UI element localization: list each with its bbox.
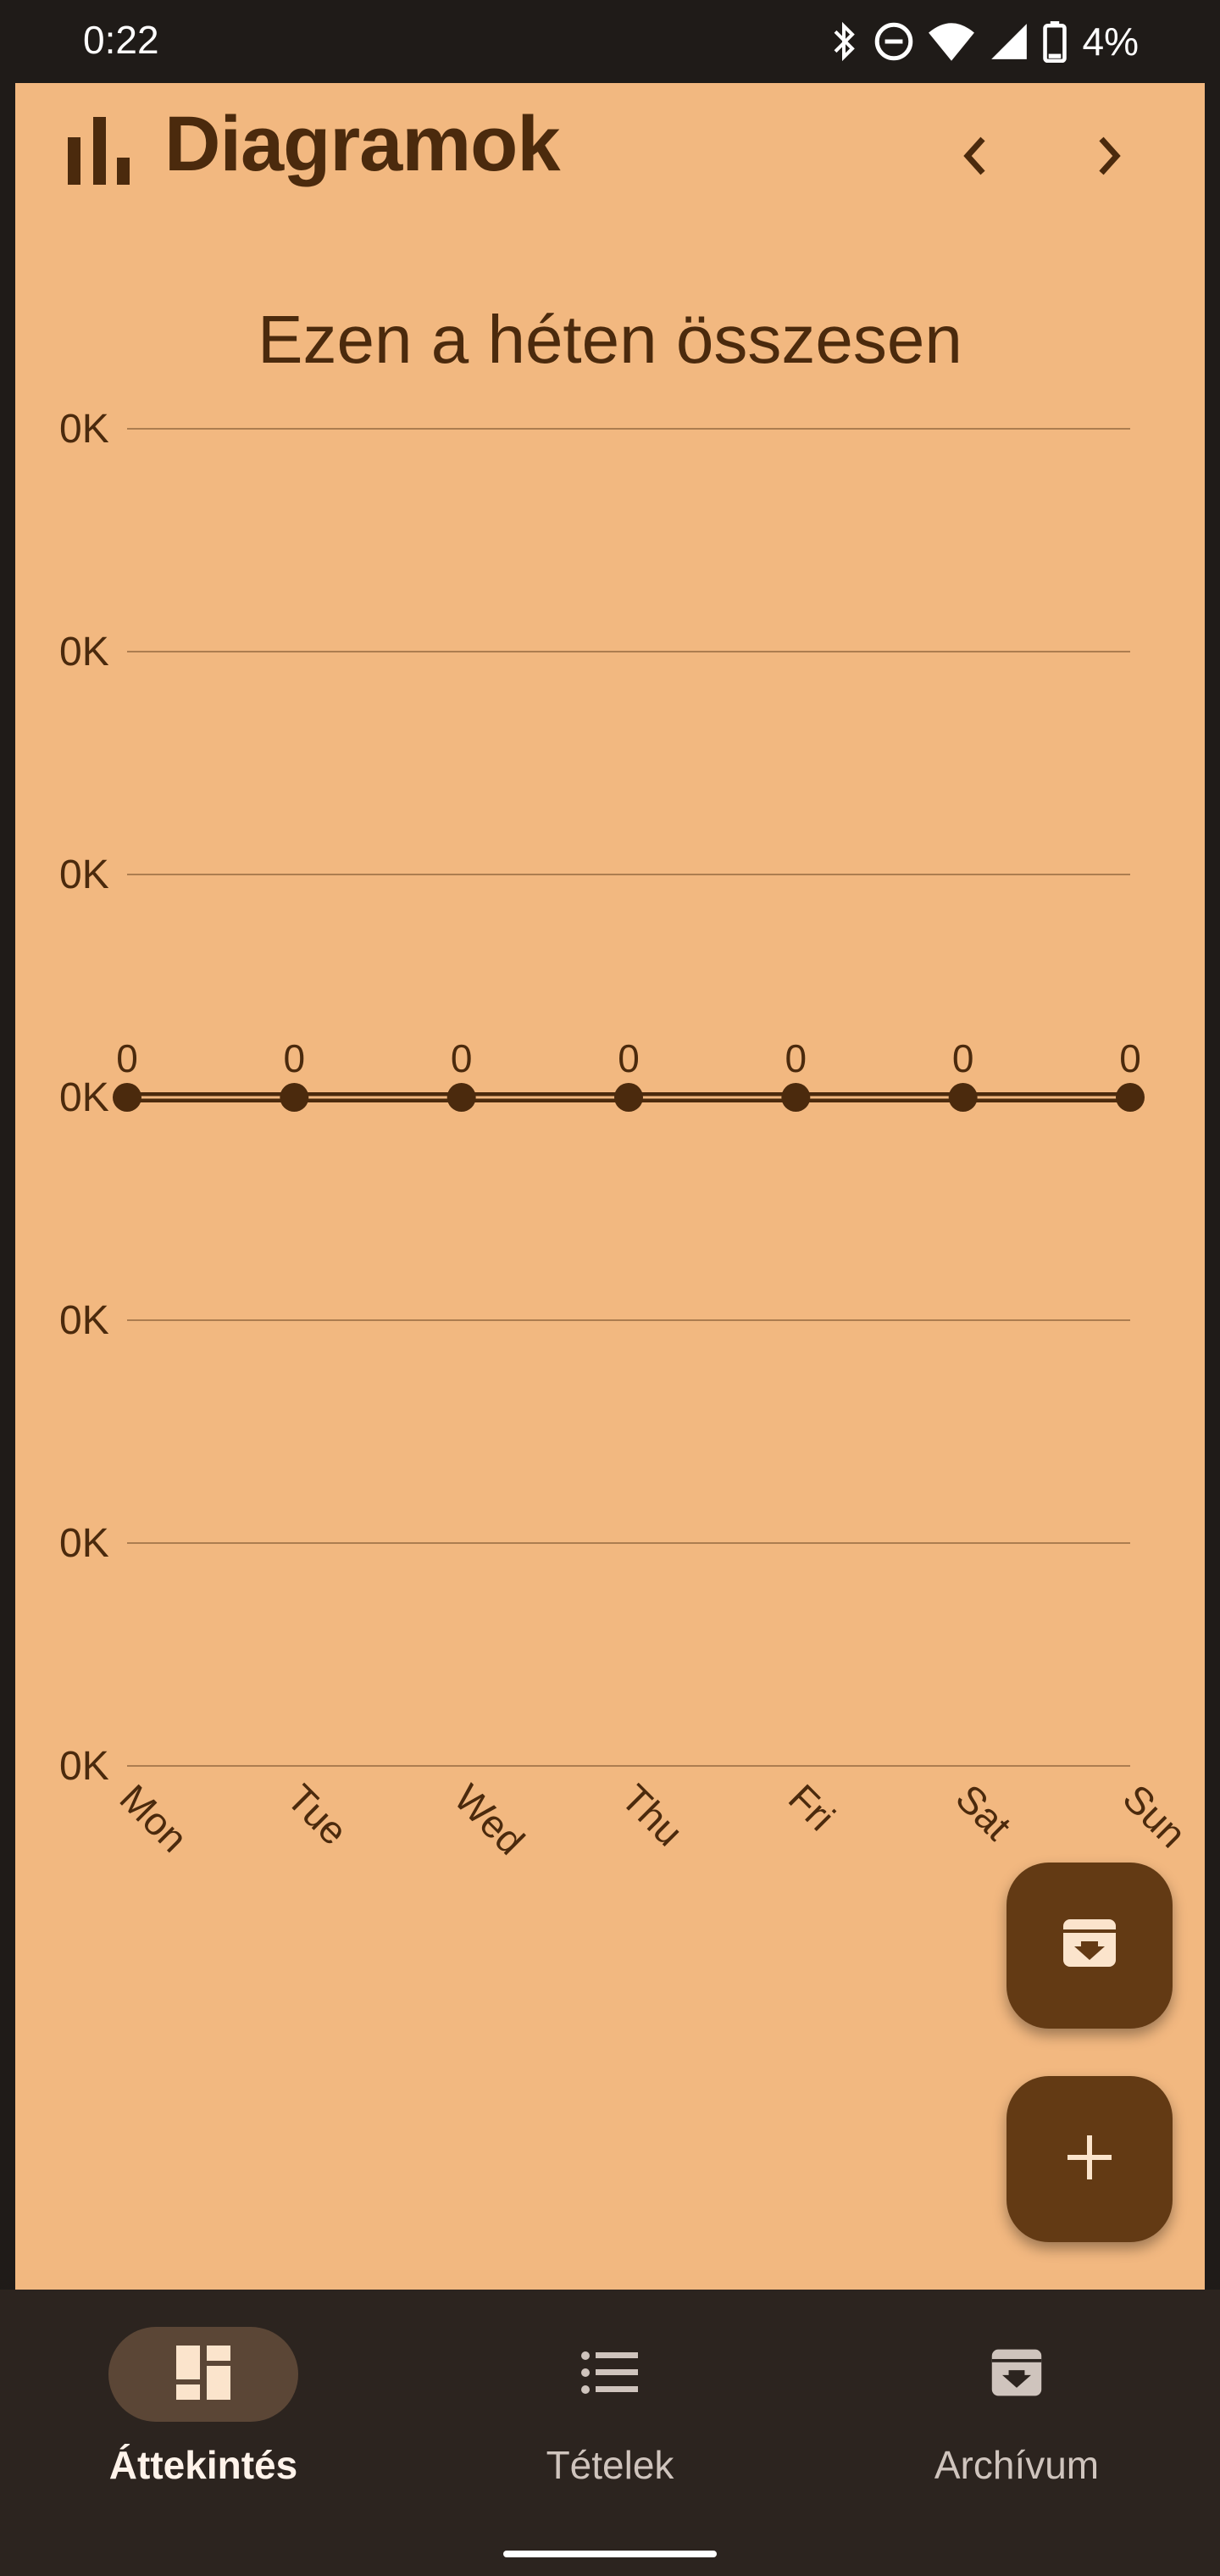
page-title: Diagramok [164,101,560,187]
battery-percent: 4% [1082,19,1139,64]
next-week-button[interactable] [1074,119,1142,197]
nav-item-label: Áttekintés [108,2443,298,2487]
x-tick-label: Tue [279,1776,357,1854]
nav-item-indicator [515,2327,705,2422]
data-point [948,1083,978,1112]
data-point [113,1083,141,1112]
data-point [446,1083,476,1112]
y-tick-label: 0K [59,1744,109,1789]
add-item-fab[interactable] [1006,2076,1173,2242]
bar-chart-icon [53,117,137,189]
bottom-navigation: Áttekintés Tételek Archívum [0,2290,1220,2576]
data-point [280,1083,309,1112]
y-tick-label: 0K [59,1521,109,1566]
dashboard-icon [175,2344,232,2406]
archive-icon [989,2345,1045,2405]
data-label: 0 [1119,1036,1141,1080]
home-indicator[interactable] [503,2551,717,2557]
x-tick-label: Wed [446,1776,533,1863]
nav-item-overview[interactable]: Áttekintés [59,2323,347,2510]
data-label: 0 [116,1036,138,1080]
data-label: 0 [785,1036,807,1080]
battery-icon [1042,20,1068,63]
data-label: 0 [451,1036,473,1080]
data-point [1116,1083,1145,1112]
nav-item-label: Archívum [934,2443,1100,2487]
archive-fab[interactable] [1006,1863,1173,2029]
cellular-signal-icon [988,20,1030,63]
data-label: 0 [952,1036,974,1080]
x-tick-label: Sun [1115,1776,1195,1857]
x-tick-label: Thu [613,1776,692,1855]
data-point [614,1083,643,1112]
status-icons: 4% [827,14,1139,69]
x-tick-label: Mon [112,1776,197,1861]
previous-week-button[interactable] [942,119,1010,197]
y-tick-label: 0K [59,1075,109,1120]
y-tick-label: 0K [59,630,109,675]
y-tick-label: 0K [59,852,109,897]
x-tick-label: Sat [947,1776,1020,1849]
data-label: 0 [284,1036,306,1080]
plus-icon [1064,2132,1115,2187]
nav-item-indicator [922,2327,1112,2422]
nav-item-label: Tételek [546,2443,674,2487]
chevron-left-icon [959,134,993,182]
y-tick-label: 0K [59,1298,109,1343]
x-tick-label: Fri [780,1776,844,1840]
nav-item-archive[interactable]: Archívum [873,2323,1161,2510]
data-point [781,1083,811,1112]
nav-item-indicator [108,2327,298,2422]
data-label: 0 [618,1036,640,1080]
nav-item-items[interactable]: Tételek [466,2323,754,2510]
status-time: 0:22 [83,18,159,62]
chart-title: Ezen a héten összesen [258,302,962,377]
do-not-disturb-icon [873,20,915,63]
status-bar: 0:22 4% [0,0,1220,83]
bluetooth-icon [827,20,861,63]
weekly-line-chart: 0K0K0K0K0K0K0K0Mon0Tue0Wed0Thu0Fri0Sat0S… [59,407,1195,1863]
y-tick-label: 0K [59,407,109,452]
wifi-icon [927,20,976,63]
chevron-right-icon [1091,134,1125,182]
archive-icon [1060,1916,1119,1976]
list-icon [580,2349,640,2401]
